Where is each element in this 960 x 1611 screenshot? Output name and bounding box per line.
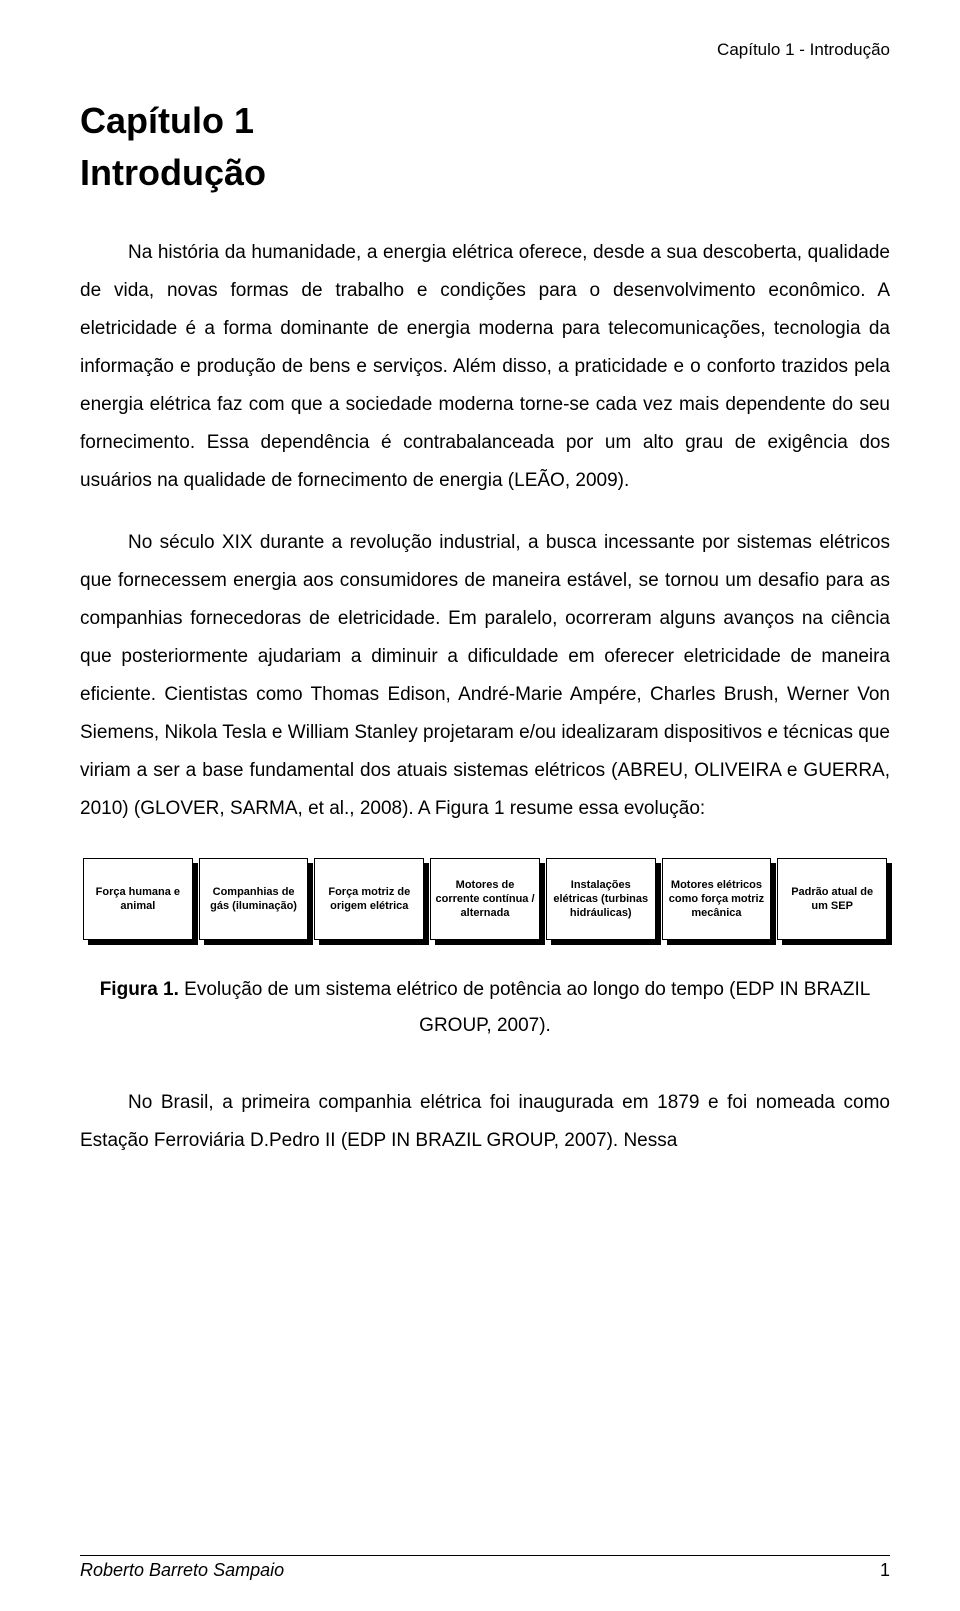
page-footer: Roberto Barreto Sampaio 1 <box>80 1555 890 1581</box>
flowchart-node: Força humana e animal <box>83 858 193 940</box>
footer-page-number: 1 <box>880 1560 890 1581</box>
flowchart-node-label: Motores de corrente contínua / alternada <box>430 858 540 940</box>
figure-1-caption: Figura 1. Evolução de um sistema elétric… <box>80 972 890 1044</box>
paragraph-3: No Brasil, a primeira companhia elétrica… <box>80 1084 890 1160</box>
footer-author: Roberto Barreto Sampaio <box>80 1560 284 1581</box>
figure-1-flowchart: Força humana e animal Companhias de gás … <box>80 858 890 940</box>
chapter-title: Introdução <box>80 152 890 194</box>
flowchart-node: Companhias de gás (iluminação) <box>199 858 309 940</box>
figure-caption-text: Evolução de um sistema elétrico de potên… <box>179 979 870 1036</box>
running-head: Capítulo 1 - Introdução <box>80 40 890 60</box>
flowchart-node-label: Força motriz de origem elétrica <box>314 858 424 940</box>
flowchart-node: Instalações elétricas (turbinas hidráuli… <box>546 858 656 940</box>
flowchart-node: Força motriz de origem elétrica <box>314 858 424 940</box>
paragraph-1: Na história da humanidade, a energia elé… <box>80 234 890 500</box>
paragraph-2: No século XIX durante a revolução indust… <box>80 524 890 828</box>
flowchart-node-label: Padrão atual de um SEP <box>777 858 887 940</box>
flowchart-node-label: Instalações elétricas (turbinas hidráuli… <box>546 858 656 940</box>
flowchart-node-label: Motores elétricos como força motriz mecâ… <box>662 858 772 940</box>
figure-label: Figura 1. <box>100 979 179 1000</box>
flowchart-node: Padrão atual de um SEP <box>777 858 887 940</box>
flowchart-node: Motores de corrente contínua / alternada <box>430 858 540 940</box>
flowchart-node: Motores elétricos como força motriz mecâ… <box>662 858 772 940</box>
flowchart-node-label: Companhias de gás (iluminação) <box>199 858 309 940</box>
chapter-number: Capítulo 1 <box>80 100 890 142</box>
flowchart-node-label: Força humana e animal <box>83 858 193 940</box>
page: Capítulo 1 - Introdução Capítulo 1 Intro… <box>0 0 960 1611</box>
